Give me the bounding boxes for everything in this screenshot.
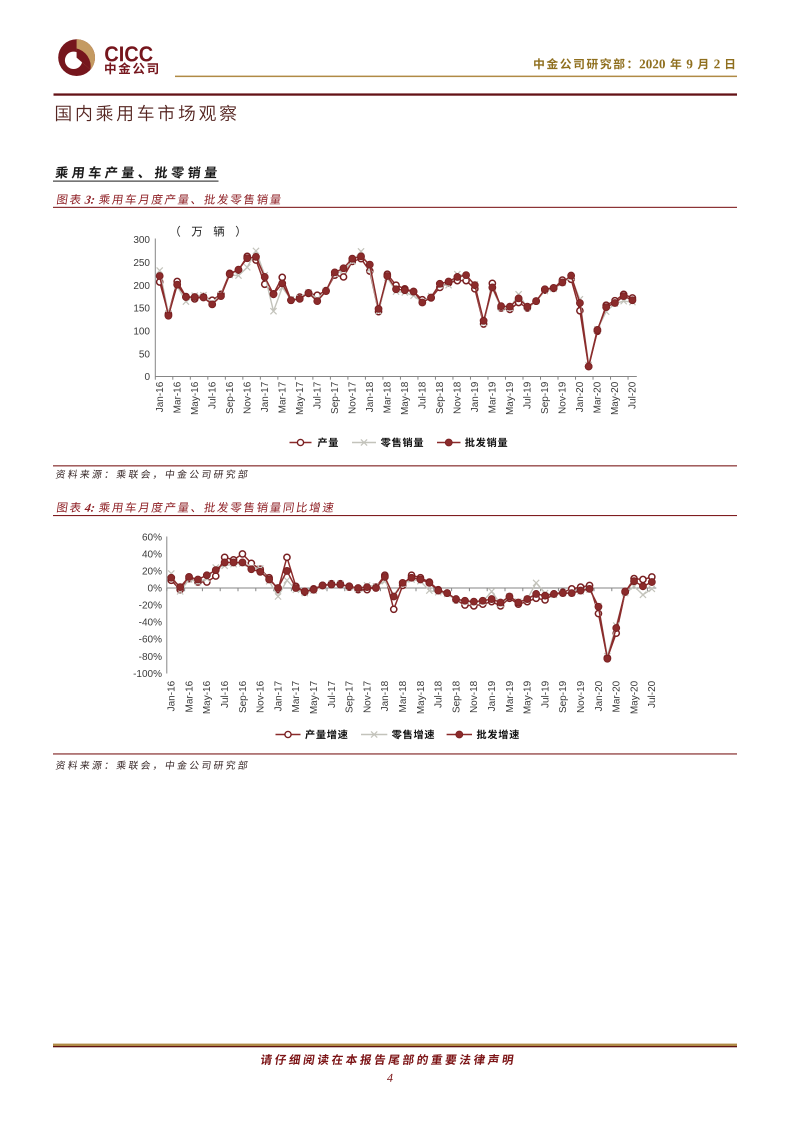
- svg-text:Jul-16: Jul-16: [208, 381, 219, 409]
- svg-text:Jan-16: Jan-16: [167, 680, 178, 711]
- svg-text:May-16: May-16: [202, 680, 213, 714]
- svg-text:Mar-16: Mar-16: [172, 381, 183, 413]
- svg-text:Sep-16: Sep-16: [238, 680, 249, 713]
- svg-text:Jul-17: Jul-17: [327, 680, 338, 708]
- svg-text:50: 50: [139, 349, 151, 360]
- svg-text:Jul-17: Jul-17: [313, 381, 324, 409]
- svg-text:May-17: May-17: [295, 381, 306, 415]
- svg-text:Sep-17: Sep-17: [345, 680, 356, 713]
- svg-text:May-19: May-19: [523, 680, 534, 714]
- svg-text:100: 100: [133, 326, 150, 337]
- svg-text:Sep-18: Sep-18: [451, 680, 462, 713]
- svg-text:Nov-16: Nov-16: [243, 381, 254, 414]
- svg-text:Mar-20: Mar-20: [612, 680, 623, 712]
- svg-text:Sep-18: Sep-18: [435, 381, 446, 414]
- svg-text:Jan-18: Jan-18: [380, 680, 391, 711]
- svg-text:Nov-17: Nov-17: [362, 680, 373, 713]
- svg-text:Jan-17: Jan-17: [273, 680, 284, 711]
- svg-text:Sep-17: Sep-17: [330, 381, 341, 414]
- svg-text:60%: 60%: [142, 533, 162, 544]
- svg-text:Jan-17: Jan-17: [260, 381, 271, 412]
- svg-text:May-20: May-20: [629, 680, 640, 714]
- svg-text:Jan-19: Jan-19: [487, 680, 498, 711]
- svg-text:May-20: May-20: [610, 381, 621, 415]
- svg-text:Jul-20: Jul-20: [647, 680, 658, 708]
- svg-text:May-19: May-19: [505, 381, 516, 415]
- svg-text:250: 250: [133, 258, 150, 269]
- svg-text:Nov-18: Nov-18: [453, 381, 464, 414]
- svg-text:Mar-19: Mar-19: [505, 680, 516, 712]
- svg-text:20%: 20%: [142, 567, 162, 578]
- svg-text:Sep-19: Sep-19: [558, 680, 569, 713]
- svg-text:Jan-16: Jan-16: [155, 381, 166, 412]
- svg-text:Mar-19: Mar-19: [488, 381, 499, 413]
- svg-text:Jan-20: Jan-20: [594, 680, 605, 711]
- svg-text:Sep-19: Sep-19: [540, 381, 551, 414]
- svg-text:Jan-20: Jan-20: [575, 381, 586, 412]
- svg-text:Jul-19: Jul-19: [540, 680, 551, 708]
- svg-text:Mar-18: Mar-18: [398, 680, 409, 712]
- svg-text:Mar-20: Mar-20: [593, 381, 604, 413]
- svg-text:Jul-16: Jul-16: [220, 680, 231, 708]
- svg-text:Jul-20: Jul-20: [628, 381, 639, 409]
- svg-text:150: 150: [133, 304, 150, 315]
- svg-text:Nov-16: Nov-16: [256, 680, 267, 713]
- svg-text:Jul-18: Jul-18: [418, 381, 429, 409]
- svg-text:Nov-18: Nov-18: [469, 680, 480, 713]
- svg-text:200: 200: [133, 281, 150, 292]
- svg-text:May-16: May-16: [190, 381, 201, 415]
- svg-text:Mar-18: Mar-18: [383, 381, 394, 413]
- svg-text:Mar-16: Mar-16: [184, 680, 195, 712]
- svg-text:-20%: -20%: [139, 601, 162, 612]
- svg-text:May-18: May-18: [416, 680, 427, 714]
- svg-text:0: 0: [144, 372, 150, 383]
- svg-text:May-17: May-17: [309, 680, 320, 714]
- svg-text:300: 300: [133, 235, 150, 246]
- svg-text:-60%: -60%: [139, 635, 162, 646]
- svg-text:Jan-18: Jan-18: [365, 381, 376, 412]
- svg-text:0%: 0%: [148, 584, 163, 595]
- svg-text:Nov-19: Nov-19: [576, 680, 587, 713]
- svg-text:Nov-19: Nov-19: [558, 381, 569, 414]
- svg-text:-40%: -40%: [139, 618, 162, 629]
- svg-text:Sep-16: Sep-16: [225, 381, 236, 414]
- svg-text:40%: 40%: [142, 550, 162, 561]
- svg-text:May-18: May-18: [400, 381, 411, 415]
- svg-text:Mar-17: Mar-17: [291, 680, 302, 712]
- svg-text:Nov-17: Nov-17: [348, 381, 359, 414]
- svg-text:-100%: -100%: [133, 669, 162, 680]
- svg-text:Mar-17: Mar-17: [278, 381, 289, 413]
- svg-text:Jul-19: Jul-19: [523, 381, 534, 409]
- svg-text:-80%: -80%: [139, 652, 162, 663]
- svg-text:Jul-18: Jul-18: [434, 680, 445, 708]
- svg-text:Jan-19: Jan-19: [470, 381, 481, 412]
